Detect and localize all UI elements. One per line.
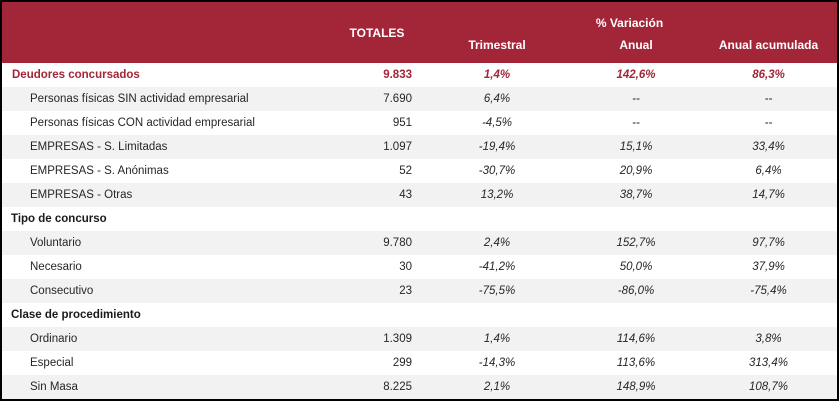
cell-variacion-trimestral: -41,2%: [478, 261, 516, 273]
cell-totales: 299: [392, 357, 412, 369]
cell-variacion-trimestral: [422, 207, 572, 231]
column-header-anual-acumulada: Anual acumulada: [700, 32, 837, 63]
table-row: Consecutivo 23 -75,5% -86,0% -75,4%: [2, 279, 837, 303]
row-label: EMPRESAS - S. Anónimas: [30, 165, 169, 177]
cell-totales: 30: [399, 261, 412, 273]
table-row: Voluntario 9.780 2,4% 152,7% 97,7%: [2, 231, 837, 255]
cell-variacion-trimestral: 6,4%: [483, 93, 511, 105]
row-label: EMPRESAS - S. Limitadas: [30, 141, 168, 153]
cell-variacion-anual: -86,0%: [617, 285, 655, 297]
row-label: Clase de procedimiento: [11, 309, 141, 321]
header-corner-blank: [2, 2, 332, 63]
table-row: Personas físicas SIN actividad empresari…: [2, 87, 837, 111]
cell-variacion-anual: --: [632, 117, 640, 129]
cell-totales: [332, 303, 422, 327]
cell-totales: 951: [392, 117, 412, 129]
column-header-trimestral: Trimestral: [422, 32, 572, 63]
cell-totales: 43: [399, 189, 412, 201]
row-label: EMPRESAS - Otras: [30, 189, 133, 201]
cell-variacion-anual-acumulada: 14,7%: [752, 189, 785, 201]
cell-variacion-anual: [572, 207, 700, 231]
cell-variacion-trimestral: -4,5%: [481, 117, 513, 129]
cell-variacion-trimestral: 13,2%: [480, 189, 514, 201]
cell-variacion-anual-acumulada: --: [764, 93, 773, 105]
cell-totales: 8.225: [383, 381, 412, 393]
cell-variacion-anual: --: [632, 93, 640, 105]
cell-variacion-anual-acumulada: 313,4%: [749, 357, 789, 369]
cell-totales: 9.780: [383, 237, 412, 249]
cell-variacion-anual: 148,9%: [616, 381, 656, 393]
cell-variacion-anual: 114,6%: [616, 333, 656, 345]
cell-variacion-trimestral: -30,7%: [478, 165, 516, 177]
cell-variacion-trimestral: 1,4%: [483, 69, 511, 81]
section-row: Tipo de concurso: [2, 207, 837, 231]
cell-variacion-anual-acumulada: -75,4%: [750, 285, 787, 297]
cell-variacion-anual: [572, 303, 700, 327]
row-label: Personas físicas SIN actividad empresari…: [30, 93, 249, 105]
cell-totales: 1.097: [383, 141, 412, 153]
cell-variacion-anual: 50,0%: [619, 261, 653, 273]
cell-variacion-trimestral: -19,4%: [478, 141, 516, 153]
header-row-sub: Trimestral Anual Anual acumulada: [2, 32, 837, 63]
table-row: Sin Masa 8.225 2,1% 148,9% 108,7%: [2, 375, 837, 399]
cell-variacion-anual-acumulada: 33,4%: [752, 141, 785, 153]
cell-variacion-anual-acumulada: 3,8%: [755, 333, 782, 345]
row-label: Tipo de concurso: [11, 213, 107, 225]
row-label: Especial: [30, 357, 74, 369]
row-label: Voluntario: [30, 237, 82, 249]
row-label: Deudores concursados: [12, 69, 140, 81]
cell-variacion-trimestral: -14,3%: [478, 357, 516, 369]
cell-totales: [332, 207, 422, 231]
cell-totales: 52: [399, 165, 412, 177]
section-row: Clase de procedimiento: [2, 303, 837, 327]
cell-totales: 23: [399, 285, 412, 297]
cell-variacion-trimestral: [422, 303, 572, 327]
table-row: Personas físicas CON actividad empresari…: [2, 111, 837, 135]
row-label: Ordinario: [30, 333, 78, 345]
table-header: TOTALES % Variación Trimestral Anual Anu…: [2, 2, 837, 63]
column-group-header-variacion: % Variación: [422, 2, 837, 32]
column-header-totales: TOTALES: [332, 2, 422, 63]
table-row: EMPRESAS - S. Anónimas 52 -30,7% 20,9% 6,4%: [2, 159, 837, 183]
table-row: EMPRESAS - Otras 43 13,2% 38,7% 14,7%: [2, 183, 837, 207]
cell-totales: 1.309: [383, 333, 412, 345]
table-row: Especial 299 -14,3% 113,6% 313,4%: [2, 351, 837, 375]
cell-variacion-anual-acumulada: --: [764, 117, 773, 129]
header-row-group: TOTALES % Variación: [2, 2, 837, 63]
table-row: Necesario 30 -41,2% 50,0% 37,9%: [2, 255, 837, 279]
column-header-anual: Anual: [572, 32, 700, 63]
cell-variacion-anual-acumulada: [700, 303, 837, 327]
cell-totales: 9.833: [383, 69, 412, 81]
cell-variacion-anual-acumulada: 86,3%: [752, 69, 785, 81]
cell-variacion-anual: 152,7%: [616, 237, 656, 249]
table-row: EMPRESAS - S. Limitadas 1.097 -19,4% 15,1% 3…: [2, 135, 837, 159]
row-label: Sin Masa: [30, 381, 78, 393]
row-label: Necesario: [30, 261, 82, 273]
cell-variacion-anual-acumulada: 97,7%: [752, 237, 785, 249]
cell-variacion-trimestral: 2,4%: [483, 237, 511, 249]
cell-variacion-anual: 142,6%: [616, 69, 656, 81]
cell-variacion-anual-acumulada: 37,9%: [752, 261, 785, 273]
cell-variacion-anual: 20,9%: [619, 165, 653, 177]
cell-variacion-anual-acumulada: 6,4%: [755, 165, 782, 177]
table-row: Ordinario 1.309 1,4% 114,6% 3,8%: [2, 327, 837, 351]
cell-variacion-anual: 38,7%: [619, 189, 653, 201]
table-row: Deudores concursados 9.833 1,4% 142,6% 86,3%: [2, 63, 837, 87]
cell-variacion-anual-acumulada: [700, 207, 837, 231]
cell-totales: 7.690: [383, 93, 412, 105]
row-label: Personas físicas CON actividad empresari…: [30, 117, 255, 129]
cell-variacion-anual: 113,6%: [616, 357, 656, 369]
row-label: Consecutivo: [30, 285, 94, 297]
cell-variacion-anual: 15,1%: [619, 141, 653, 153]
table-body: Deudores concursados 9.833 1,4% 142,6% 86,3%…: [2, 63, 837, 399]
cell-variacion-trimestral: 1,4%: [483, 333, 511, 345]
cell-variacion-trimestral: 2,1%: [483, 381, 511, 393]
cell-variacion-anual-acumulada: 108,7%: [749, 381, 789, 393]
cell-variacion-trimestral: -75,5%: [478, 285, 516, 297]
